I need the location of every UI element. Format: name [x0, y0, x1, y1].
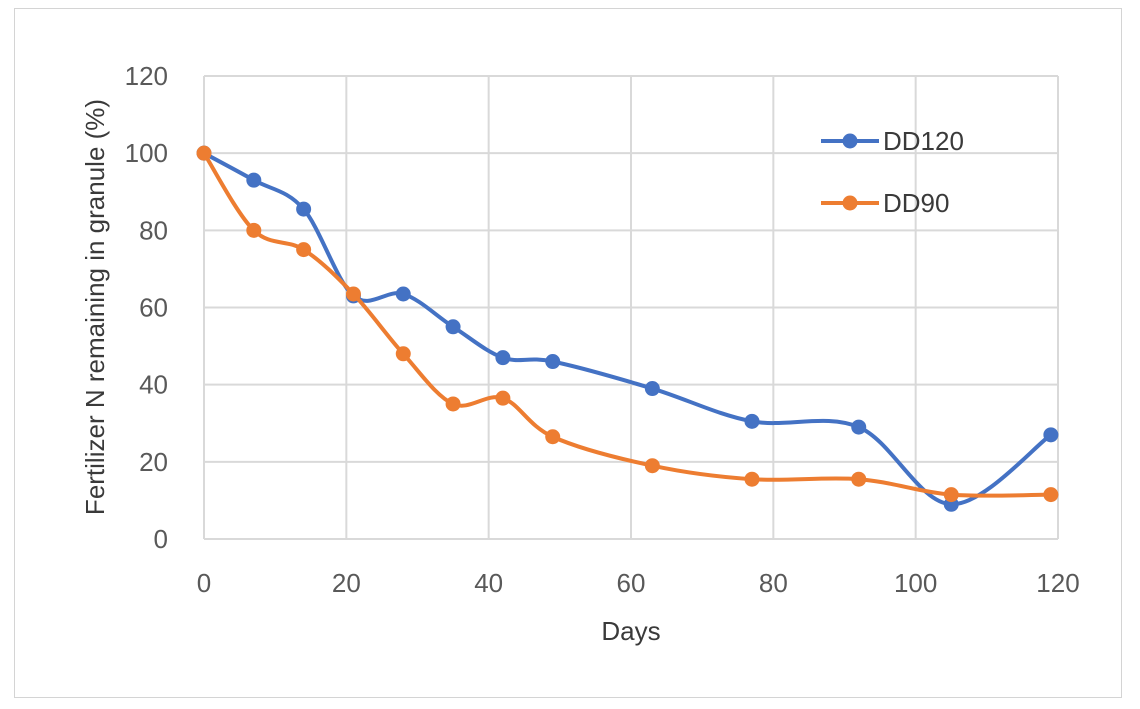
data-point-dd90 [851, 471, 867, 487]
data-point-dd90 [644, 458, 660, 474]
x-tick-label: 100 [894, 568, 937, 598]
data-point-dd120 [851, 419, 867, 435]
legend-label-dd120: DD120 [883, 126, 964, 156]
data-point-dd90 [296, 242, 312, 258]
x-tick-label: 120 [1036, 568, 1079, 598]
series-group [196, 145, 1059, 512]
data-point-dd120 [644, 381, 660, 397]
data-point-dd120 [246, 172, 262, 188]
data-point-dd90 [246, 222, 262, 238]
series-dd90 [196, 145, 1059, 503]
y-tick-label: 20 [139, 447, 168, 477]
data-point-dd120 [495, 350, 511, 366]
data-point-dd90 [943, 487, 959, 503]
legend: DD120 DD90 [821, 126, 964, 218]
x-axis-title: Days [601, 616, 660, 646]
data-point-dd90 [1043, 487, 1059, 503]
x-tick-label: 60 [617, 568, 646, 598]
data-point-dd90 [445, 396, 461, 412]
y-axis-title: Fertilizer N remaining in granule (%) [80, 99, 110, 515]
y-tick-label: 80 [139, 215, 168, 245]
data-point-dd90 [345, 286, 361, 302]
data-point-dd90 [395, 346, 411, 362]
data-point-dd90 [744, 471, 760, 487]
data-point-dd120 [296, 201, 312, 217]
data-point-dd120 [545, 354, 561, 370]
data-point-dd90 [196, 145, 212, 161]
x-tick-label: 40 [474, 568, 503, 598]
x-tick-label: 20 [332, 568, 361, 598]
gridlines [203, 75, 1059, 540]
data-point-dd120 [1043, 427, 1059, 443]
legend-marker-dd90 [842, 195, 858, 211]
y-tick-label: 40 [139, 370, 168, 400]
y-tick-label: 100 [125, 138, 168, 168]
y-tick-label: 60 [139, 293, 168, 323]
y-tick-label: 0 [154, 524, 168, 554]
data-point-dd120 [445, 319, 461, 335]
tick-labels: 0 20 40 60 80 100 120 0 20 40 60 80 100 120 [125, 61, 1080, 598]
series-line-dd120 [203, 151, 1053, 507]
data-point-dd120 [744, 413, 760, 429]
data-point-dd90 [545, 429, 561, 445]
legend-item-dd120: DD120 [821, 126, 964, 156]
x-tick-label: 0 [197, 568, 211, 598]
y-tick-label: 120 [125, 61, 168, 91]
data-point-dd90 [495, 390, 511, 406]
x-tick-label: 80 [759, 568, 788, 598]
data-point-dd120 [395, 286, 411, 302]
legend-label-dd90: DD90 [883, 188, 949, 218]
legend-marker-dd120 [842, 133, 858, 149]
legend-item-dd90: DD90 [821, 188, 949, 218]
chart-frame [14, 8, 1122, 698]
